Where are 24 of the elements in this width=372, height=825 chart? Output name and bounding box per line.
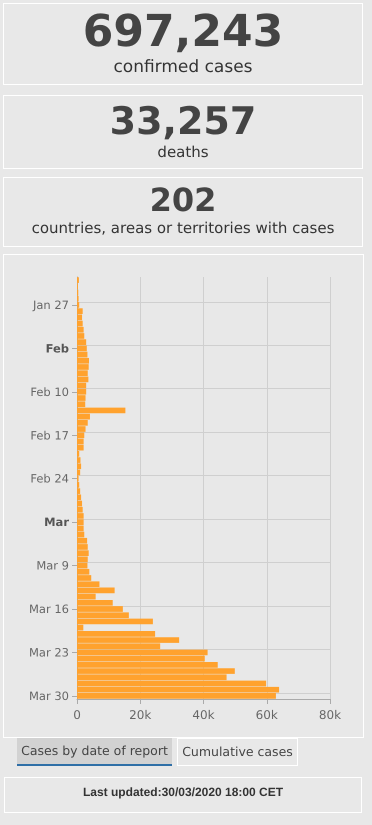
x-tick-label: 20k: [129, 708, 152, 722]
text: 202: [148, 181, 218, 219]
text: 33,257: [108, 99, 258, 143]
text: Last updated:30/03/2020 18:00 CET: [4, 777, 362, 813]
x-tick-label: 40k: [192, 708, 215, 722]
y-tick-label: Mar: [44, 515, 70, 530]
y-tick-label: Mar 23: [29, 645, 69, 660]
y-tick-label: Mar 9: [36, 558, 69, 573]
y-tick-label: Feb 24: [30, 472, 69, 486]
text: 697,243: [82, 6, 284, 57]
y-tick-label: Feb 17: [30, 428, 69, 442]
x-tick-label: 60k: [256, 708, 278, 722]
y-tick-label: Jan 27: [32, 298, 69, 312]
x-tick-label: 80k: [318, 708, 342, 722]
x-tick-label: 0: [73, 708, 81, 722]
y-tick-label: Mar 16: [29, 602, 69, 616]
y-tick-label: Mar 30: [29, 688, 69, 703]
y-tick-label: Feb 10: [30, 384, 69, 399]
text: confirmed cases: [112, 57, 254, 77]
y-tick-label: Feb: [46, 341, 69, 356]
text: countries, areas or territories with cases: [30, 219, 336, 237]
text: Cases by date of report: [17, 738, 172, 766]
text: deaths: [156, 143, 210, 161]
text: Cumulative cases: [177, 738, 298, 766]
